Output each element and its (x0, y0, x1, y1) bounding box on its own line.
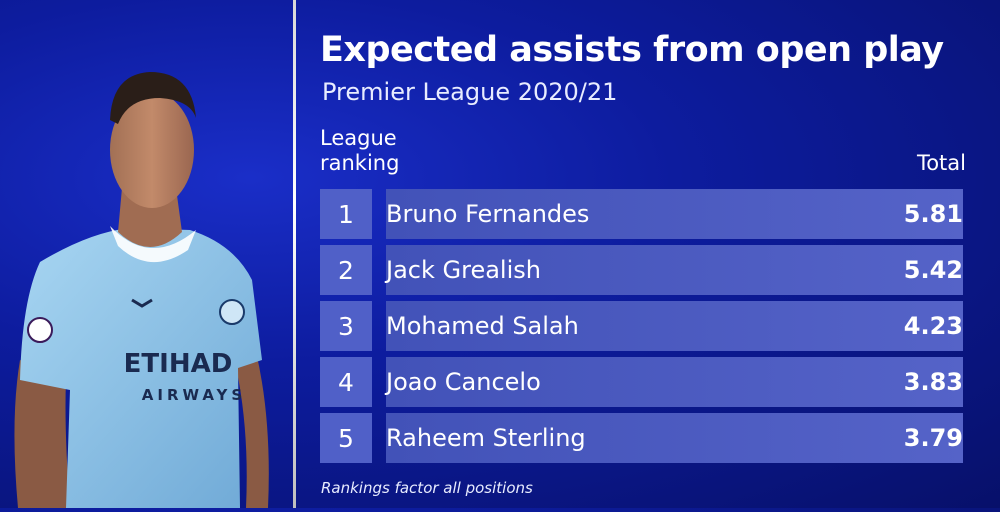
row-bar (386, 357, 963, 407)
total-value: 3.79 (904, 413, 963, 463)
player-name-text: Raheem Sterling (386, 424, 586, 452)
total-value-text: 3.79 (903, 424, 963, 452)
puma-logo-icon (131, 298, 153, 308)
player-name: Joao Cancelo (386, 357, 541, 407)
total-column-header: Total (916, 151, 966, 175)
total-value-text: 3.83 (903, 368, 963, 396)
rank-cell: 3 (320, 301, 372, 351)
rank-cell: 2 (320, 245, 372, 295)
row-bar (386, 301, 963, 351)
player-name-text: Joao Cancelo (386, 368, 541, 396)
table-row: 2 Jack Grealish 5.42 (320, 245, 963, 295)
player-name: Bruno Fernandes (386, 189, 589, 239)
player-photo: ETIHAD AIRWAYS (0, 0, 292, 508)
total-value: 5.81 (904, 189, 963, 239)
club-crest-icon (219, 299, 245, 325)
table-row: 3 Mohamed Salah 4.23 (320, 301, 963, 351)
league-badge-icon (27, 317, 53, 343)
row-bar (386, 245, 963, 295)
table-row: 1 Bruno Fernandes 5.81 (320, 189, 963, 239)
total-value: 4.23 (904, 301, 963, 351)
rank-cell: 1 (320, 189, 372, 239)
rank-cell: 4 (320, 357, 372, 407)
player-name-text: Mohamed Salah (386, 312, 579, 340)
shirt-sponsor-line2: AIRWAYS (142, 386, 246, 404)
table-row: 4 Joao Cancelo 3.83 (320, 357, 963, 407)
player-name-text: Bruno Fernandes (386, 200, 590, 228)
page-subtitle: Premier League 2020/21 (322, 78, 618, 106)
divider (293, 0, 296, 508)
total-value-text: 4.23 (903, 312, 963, 340)
total-value: 3.83 (904, 357, 963, 407)
ranking-column-header: League ranking (320, 126, 420, 176)
shirt-sponsor-line1: ETIHAD (124, 349, 233, 379)
collar (110, 226, 196, 263)
total-value: 5.42 (904, 245, 963, 295)
footnote: Rankings factor all positions (321, 479, 533, 497)
row-bar (386, 413, 963, 463)
player-name: Mohamed Salah (386, 301, 579, 351)
player-name-text: Jack Grealish (386, 256, 541, 284)
player-photo-illustration: ETIHAD AIRWAYS (14, 72, 269, 508)
ranking-header-line2: ranking (320, 151, 400, 175)
total-value-text: 5.42 (903, 256, 963, 284)
rank-cell: 5 (320, 413, 372, 463)
row-bar (386, 189, 963, 239)
shirt (20, 228, 262, 508)
total-value-text: 5.81 (903, 200, 963, 228)
player-name: Jack Grealish (386, 245, 541, 295)
table-row: 5 Raheem Sterling 3.79 (320, 413, 963, 463)
ranking-header-line1: League (320, 126, 397, 150)
page-title: Expected assists from open play (320, 30, 944, 70)
player-name: Raheem Sterling (386, 413, 586, 463)
hair (110, 72, 196, 124)
right-arm (232, 350, 269, 508)
left-arm (14, 360, 71, 508)
ranking-table: 1 Bruno Fernandes 5.81 2 Jack Grealish 5… (320, 189, 963, 469)
